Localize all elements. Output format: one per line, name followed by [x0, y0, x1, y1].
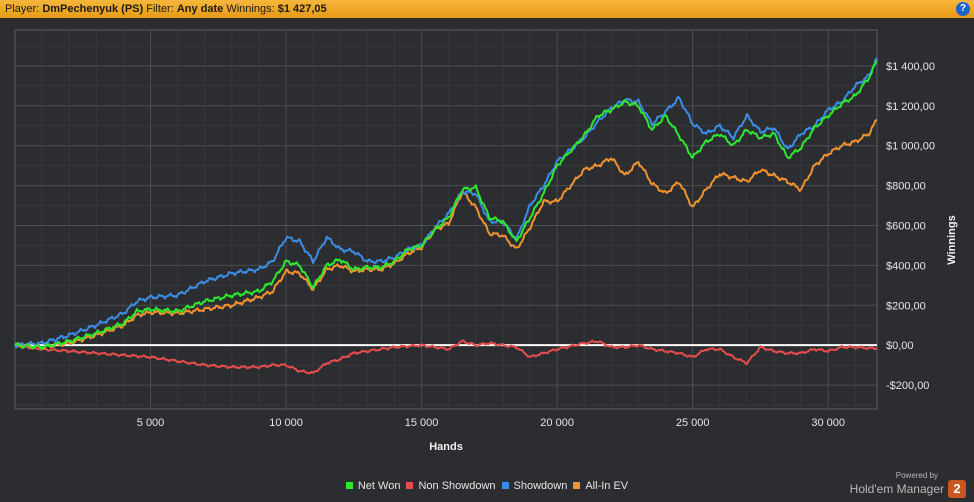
legend-swatch	[573, 482, 581, 489]
legend-label: Non Showdown	[418, 480, 496, 492]
winnings-label: Winnings:	[226, 3, 275, 15]
x-tick-label: 30 000	[811, 417, 845, 429]
legend-item-non-showdown[interactable]: Non Showdown	[406, 480, 496, 492]
y-tick-label: $1 000,00	[886, 141, 935, 153]
y-axis-title: Winnings	[946, 215, 958, 264]
powered-by-text: Powered by	[895, 471, 938, 480]
title-bar: Player: DmPechenyuk (PS) Filter: Any dat…	[0, 0, 974, 18]
y-tick-label: $0,00	[886, 340, 914, 352]
x-tick-label: 10 000	[269, 417, 303, 429]
legend-item-all-in-ev[interactable]: All-In EV	[573, 480, 628, 492]
y-tick-label: $600,00	[886, 220, 926, 232]
hm2-logo-icon: 2	[948, 480, 966, 498]
y-tick-label: $1 400,00	[886, 61, 935, 73]
legend: Net Won Non Showdown Showdown All-In EV	[0, 480, 974, 492]
legend-item-showdown[interactable]: Showdown	[501, 480, 568, 492]
series-line-non-showdown	[14, 339, 878, 375]
series-line-showdown	[14, 57, 878, 349]
x-tick-label: 20 000	[540, 417, 574, 429]
x-tick-label: 25 000	[676, 417, 710, 429]
winnings-value: $1 427,05	[277, 3, 327, 15]
y-tick-label: -$200,00	[886, 380, 929, 392]
legend-swatch	[501, 482, 509, 489]
help-icon[interactable]: ?	[956, 2, 970, 16]
y-tick-label: $1 200,00	[886, 101, 935, 113]
legend-label: All-In EV	[585, 480, 629, 492]
legend-swatch	[345, 482, 353, 489]
legend-label: Showdown	[513, 480, 568, 492]
y-tick-label: $200,00	[886, 300, 926, 312]
series-lines	[14, 57, 878, 375]
y-tick-label: $800,00	[886, 181, 926, 193]
legend-item-net-won[interactable]: Net Won	[345, 480, 401, 492]
series-line-all-in-ev	[14, 118, 878, 350]
player-name: DmPechenyuk (PS)	[42, 3, 144, 15]
x-tick-labels: 5 000 10 000 15 000 20 000 25 000 30 000	[137, 417, 845, 429]
filter-label: Filter:	[146, 3, 174, 15]
series-line-net-won	[14, 60, 878, 350]
filter-value: Any date	[176, 3, 224, 15]
x-axis-title: Hands	[429, 441, 463, 453]
x-tick-label: 15 000	[405, 417, 439, 429]
y-tick-labels: -$200,00 $0,00 $200,00 $400,00 $600,00 $800,0…	[886, 61, 935, 392]
branding: Powered by Hold'em Manager 2	[850, 471, 966, 498]
y-tick-label: $400,00	[886, 260, 926, 272]
legend-label: Net Won	[357, 480, 401, 492]
x-tick-label: 5 000	[137, 417, 165, 429]
product-name: Hold'em Manager	[849, 482, 944, 496]
winnings-chart: 5 000 10 000 15 000 20 000 25 000 30 000 -$20…	[14, 29, 958, 453]
legend-swatch	[406, 482, 414, 489]
player-label: Player:	[5, 3, 40, 15]
plot-frame	[14, 29, 878, 410]
